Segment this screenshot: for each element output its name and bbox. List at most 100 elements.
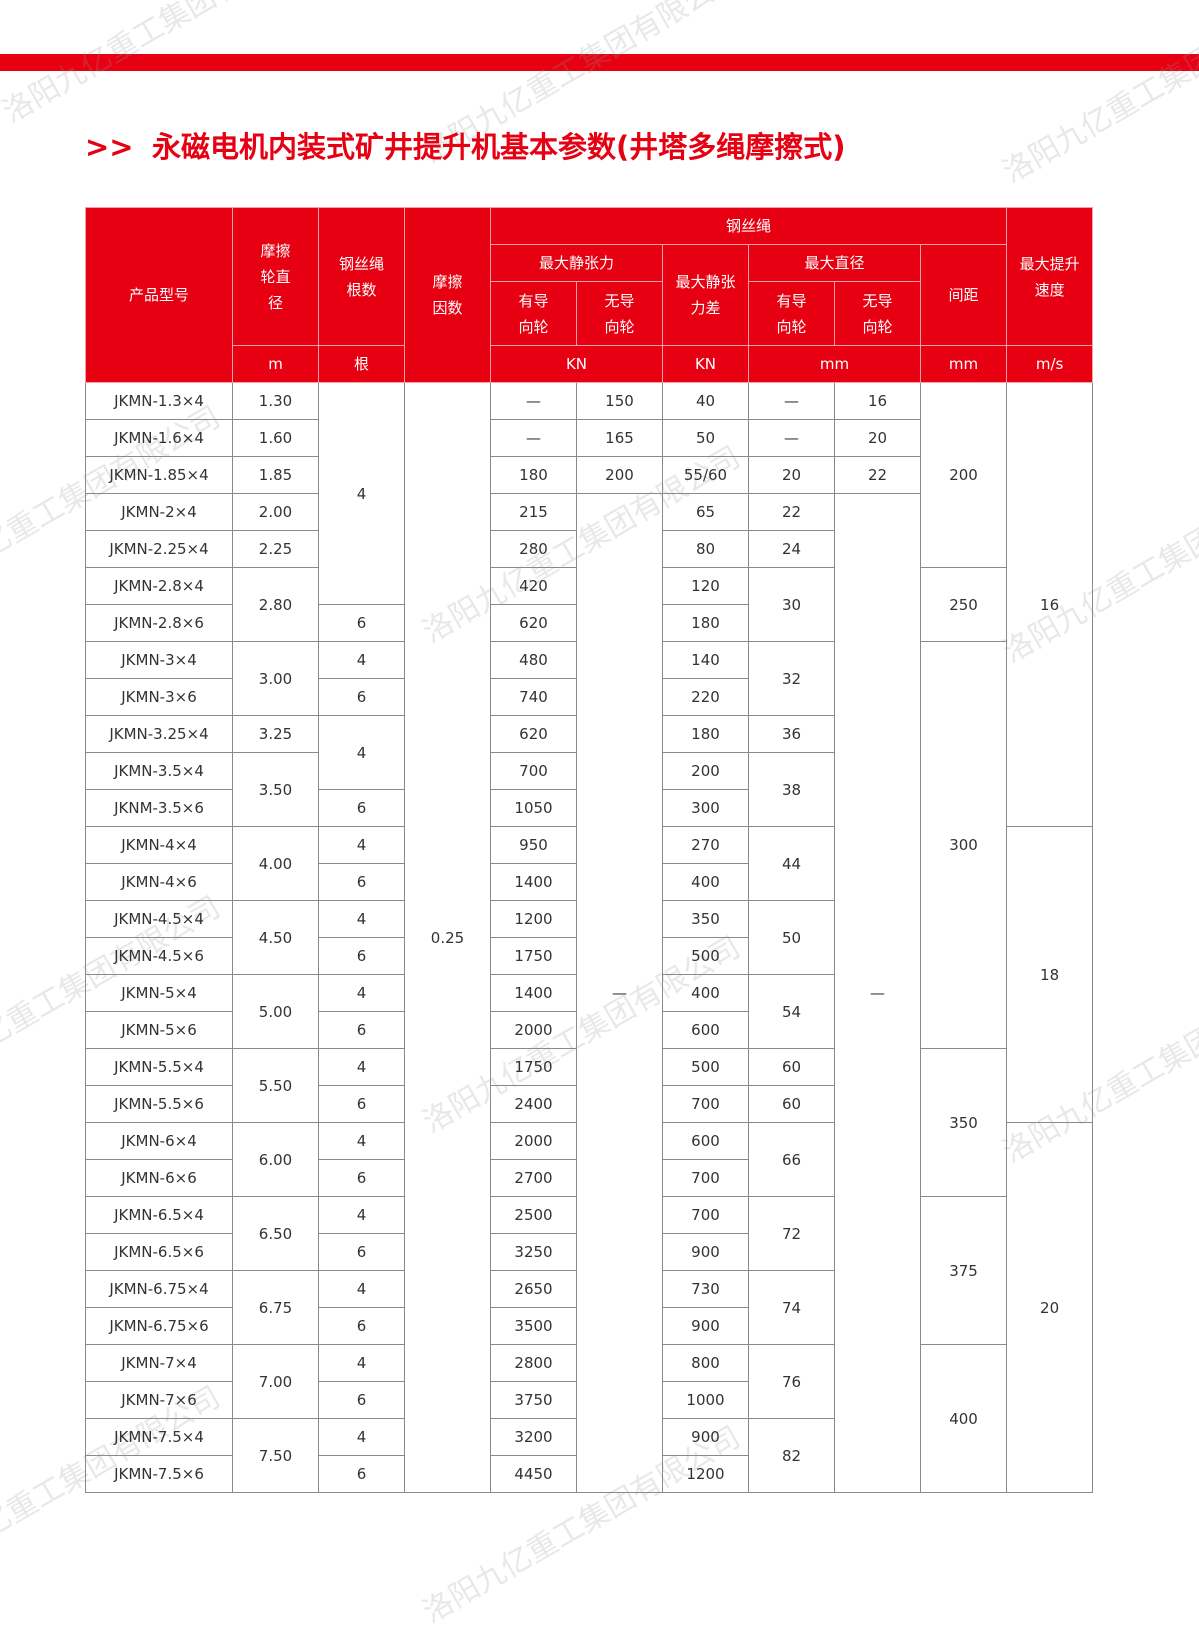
cell-guided-diameter: 54 <box>748 974 835 1049</box>
header-max-diameter: 最大直径 <box>748 244 921 282</box>
header-max-static-tension: 最大静张力 <box>490 244 663 282</box>
cell-model: JKMN-7.5×6 <box>85 1455 233 1493</box>
cell-tension-diff: 180 <box>662 715 749 753</box>
cell-guided-diameter: 76 <box>748 1344 835 1419</box>
header-max-speed: 最大提升速度 <box>1006 207 1094 346</box>
cell-guided-tension: — <box>490 382 577 420</box>
cell-tension-diff: 800 <box>662 1344 749 1382</box>
unit-diff: KN <box>662 345 749 383</box>
cell-rope-count: 4 <box>318 974 405 1012</box>
cell-rope-count: 6 <box>318 1159 405 1197</box>
cell-model: JKMN-4×6 <box>85 863 233 901</box>
cell-guided-tension: 2800 <box>490 1344 577 1382</box>
cell-tension-diff: 55/60 <box>662 456 749 494</box>
cell-guided-diameter: 30 <box>748 567 835 642</box>
cell-wheel-diameter: 3.50 <box>232 752 319 827</box>
cell-guided-tension: 1750 <box>490 1048 577 1086</box>
cell-guided-tension: 2400 <box>490 1085 577 1123</box>
cell-guided-diameter: 82 <box>748 1418 835 1493</box>
cell-tension-diff: 120 <box>662 567 749 605</box>
table-row: JKMN-1.85×4 1.85 180 200 55/60 20 22 <box>85 456 1093 494</box>
cell-guided-tension: 2650 <box>490 1270 577 1308</box>
unit-ropes: 根 <box>318 345 405 383</box>
table-row: JKMN-3.25×4 3.25 4 620 180 36 <box>85 715 1093 790</box>
cell-guided-tension: 1200 <box>490 900 577 938</box>
cell-model: JKMN-1.3×4 <box>85 382 233 420</box>
cell-guided-diameter: 66 <box>748 1122 835 1197</box>
cell-guided-tension: 620 <box>490 715 577 753</box>
cell-tension-diff: 900 <box>662 1233 749 1271</box>
cell-model: JKMN-5.5×4 <box>85 1048 233 1086</box>
cell-guided-tension: 620 <box>490 604 577 642</box>
table-row: JKMN-4.5×4 4.50 4 1200 350 50 <box>85 900 1093 975</box>
cell-spacing: 300 <box>919 641 1008 1049</box>
header-model: 产品型号 <box>85 207 233 383</box>
cell-model: JKMN-2.8×6 <box>85 604 233 642</box>
cell-tension-diff: 700 <box>662 1196 749 1234</box>
cell-wheel-diameter: 2.80 <box>232 567 319 642</box>
cell-spacing: 375 <box>919 1196 1008 1345</box>
cell-tension-diff: 600 <box>662 1122 749 1160</box>
cell-guided-tension: 3750 <box>490 1381 577 1419</box>
table-row: JKMN-2×4 2.00 215—65 22— <box>85 493 1093 1493</box>
header-unguided: 无导向轮 <box>576 281 663 346</box>
cell-guided-diameter: 44 <box>748 826 835 901</box>
cell-unguided-tension: 165 <box>576 419 663 457</box>
cell-guided-diameter: 24 <box>748 530 835 568</box>
cell-spacing: 350 <box>919 1048 1008 1197</box>
cell-wheel-diameter: 7.50 <box>232 1418 319 1493</box>
cell-model: JKMN-6.5×4 <box>85 1196 233 1234</box>
cell-model: JKMN-3.25×4 <box>85 715 233 753</box>
cell-wheel-diameter: 4.50 <box>232 900 319 975</box>
cell-tension-diff: 220 <box>662 678 749 716</box>
cell-wheel-diameter: 5.00 <box>232 974 319 1049</box>
cell-guided-diameter: 50 <box>748 900 835 975</box>
header-wheel-diameter: 摩擦轮直径 <box>232 207 319 346</box>
table-row: JKMN-6.5×6 6 3250 900 <box>85 1233 1093 1271</box>
cell-tension-diff: 730 <box>662 1270 749 1308</box>
cell-model: JKMN-1.85×4 <box>85 456 233 494</box>
cell-tension-diff: 350 <box>662 900 749 938</box>
cell-tension-diff: 900 <box>662 1307 749 1345</box>
table-row: JKMN-2.8×6 6 620 180 <box>85 604 1093 642</box>
header-rope-count: 钢丝绳根数 <box>318 207 405 346</box>
cell-tension-diff: 1000 <box>662 1381 749 1419</box>
cell-guided-diameter: 60 <box>748 1085 835 1123</box>
header-friction-coef: 摩擦因数 <box>404 207 491 383</box>
cell-tension-diff: 500 <box>662 1048 749 1086</box>
cell-spacing: 400 <box>919 1344 1008 1493</box>
cell-guided-tension: 700 <box>490 752 577 790</box>
table-row: JKMN-2.8×4 2.80 420 120 30 250 <box>85 567 1093 642</box>
cell-model: JKMN-3×4 <box>85 641 233 679</box>
cell-tension-diff: 270 <box>662 826 749 864</box>
cell-max-speed: 20 <box>1006 1122 1094 1493</box>
cell-guided-diameter: 38 <box>748 752 835 827</box>
cell-tension-diff: 140 <box>662 641 749 679</box>
cell-rope-count: 6 <box>318 1307 405 1345</box>
table-row: JKMN-1.3×4 1.30 4 0.25—150 40—16 200 16 <box>85 382 1094 1493</box>
header-unguided-dia: 无导向轮 <box>834 281 921 346</box>
cell-tension-diff: 50 <box>662 419 749 457</box>
cell-rope-count: 6 <box>318 863 405 901</box>
cell-rope-count: 6 <box>318 1455 405 1493</box>
table-row: JKMN-6×6 6 2700 700 <box>85 1159 1093 1197</box>
top-red-bar <box>0 54 1199 71</box>
cell-model: JKMN-6.75×6 <box>85 1307 233 1345</box>
cell-model: JKMN-5×4 <box>85 974 233 1012</box>
table-row: JKMN-6×4 6.00 4 2000 600 66 20 <box>85 1122 1094 1493</box>
cell-model: JKMN-6×6 <box>85 1159 233 1197</box>
cell-guided-diameter: 36 <box>748 715 835 753</box>
cell-tension-diff: 80 <box>662 530 749 568</box>
cell-model: JKMN-6.5×6 <box>85 1233 233 1271</box>
cell-rope-count: 6 <box>318 937 405 975</box>
header-spacing: 间距 <box>919 244 1008 346</box>
cell-unguided-diameter: — <box>834 493 921 1493</box>
cell-model: JKMN-7×6 <box>85 1381 233 1419</box>
cell-guided-tension: 4450 <box>490 1455 577 1493</box>
cell-model: JKMN-5×6 <box>85 1011 233 1049</box>
title-arrows: >> <box>85 130 134 164</box>
cell-wheel-diameter: 1.30 <box>232 382 319 420</box>
cell-guided-diameter: — <box>748 419 835 457</box>
cell-model: JKMN-5.5×6 <box>85 1085 233 1123</box>
table-row: JKMN-5×4 5.00 4 1400 400 54 <box>85 974 1093 1049</box>
